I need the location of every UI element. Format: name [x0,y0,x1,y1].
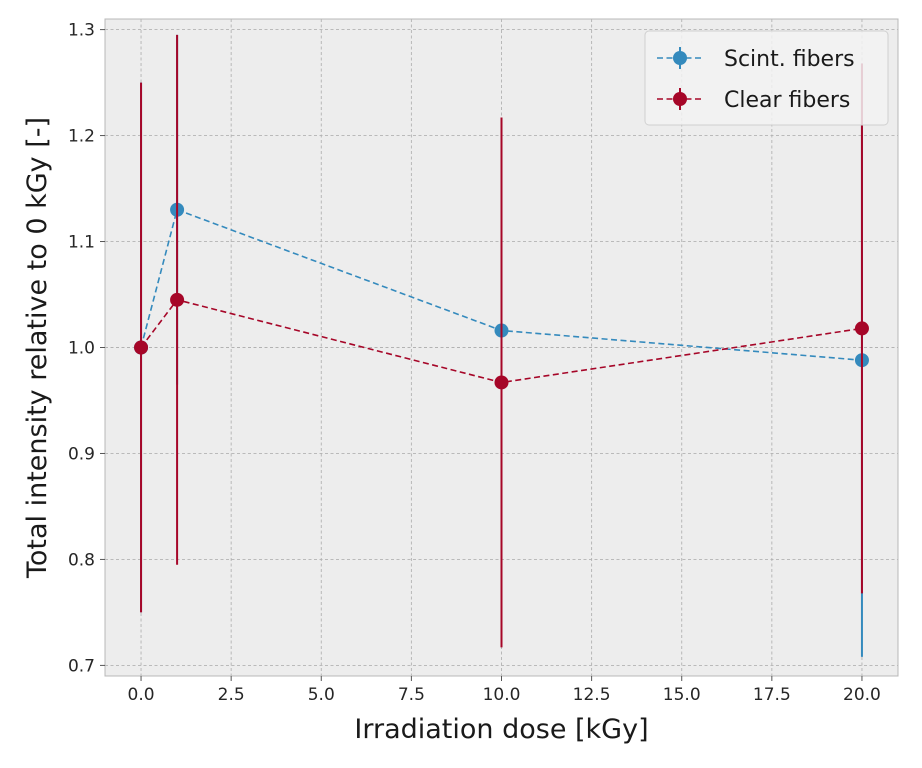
data-point [494,375,509,390]
legend-item: Clear fibers [657,88,850,113]
y-tick-label: 1.1 [68,233,95,253]
legend-label: Scint. fibers [724,47,855,72]
y-tick-label: 0.9 [68,444,95,464]
x-tick-label: 17.5 [753,685,791,705]
series-line [140,208,863,361]
series-1 [134,34,869,648]
series-layer [134,34,869,657]
y-axis-title: Total intensity relative to 0 kGy [-] [22,117,53,579]
legend-item: Scint. fibers [657,47,855,72]
axis-ticks: 0.0 2.5 5.0 7.5 10.0 12.5 15.0 17.5 20.0 0.7 0.8 0.… [68,21,881,705]
legend-marker [673,92,687,106]
x-tick-label: 15.0 [663,685,701,705]
x-tick-label: 2.5 [218,685,245,705]
legend-label: Clear fibers [724,88,850,113]
legend-marker [673,51,687,65]
x-tick-label: 10.0 [483,685,521,705]
legend-frame [644,30,889,126]
x-tick-label: 0.0 [128,685,155,705]
series-line [140,298,863,384]
x-tick-label: 7.5 [398,685,425,705]
data-point [854,321,869,336]
x-axis-title: Irradiation dose [kGy] [354,714,648,745]
y-tick-label: 1.3 [68,21,95,41]
data-point [170,292,185,307]
data-point [134,340,149,355]
x-tick-label: 20.0 [843,685,881,705]
y-tick-label: 1.0 [68,339,95,359]
x-tick-label: 5.0 [308,685,335,705]
legend: Scint. fibers Clear fibers [644,30,889,126]
y-tick-label: 0.8 [68,550,95,570]
y-tick-label: 0.7 [68,656,95,676]
x-tick-label: 12.5 [573,685,611,705]
y-tick-label: 1.2 [68,127,95,147]
